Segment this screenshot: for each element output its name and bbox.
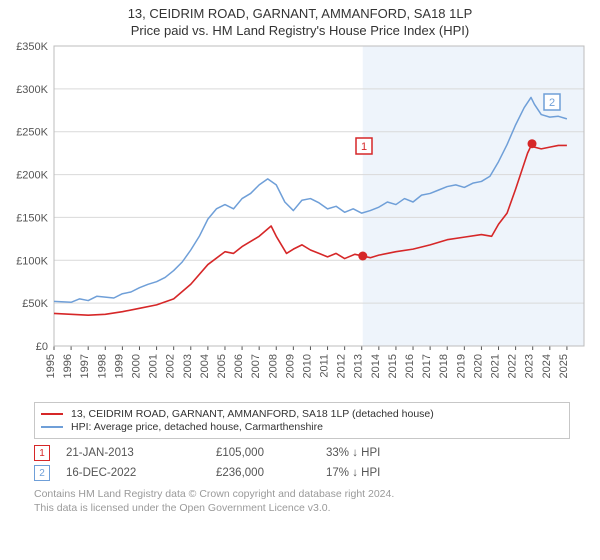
svg-text:2001: 2001 [148,354,160,378]
svg-text:2016: 2016 [404,354,416,378]
sale-marker: 2 [34,465,50,481]
svg-text:2014: 2014 [370,354,382,378]
svg-text:1995: 1995 [45,354,57,378]
svg-text:2: 2 [549,97,555,109]
svg-text:2006: 2006 [233,354,245,378]
legend-item: HPI: Average price, detached house, Carm… [41,421,563,433]
chart-area: £0 £50K £100K £150K £200K £250K £300K £350K 1995… [0,38,600,398]
svg-text:£0: £0 [36,341,48,353]
svg-text:2008: 2008 [267,354,279,378]
legend-swatch [41,426,63,428]
svg-text:2004: 2004 [199,354,211,378]
svg-text:£200K: £200K [16,170,48,182]
chart-titles: 13, CEIDRIM ROAD, GARNANT, AMMANFORD, SA… [0,0,600,38]
svg-text:2021: 2021 [490,354,502,378]
footer-attribution: Contains HM Land Registry data © Crown c… [34,487,570,515]
sale-date: 21-JAN-2013 [66,447,216,459]
title-sub: Price paid vs. HM Land Registry's House … [0,23,600,38]
svg-text:1999: 1999 [113,354,125,378]
svg-text:£250K: £250K [16,127,48,139]
footer-line: Contains HM Land Registry data © Crown c… [34,487,570,501]
sale-price: £236,000 [216,467,326,479]
svg-text:2017: 2017 [421,354,433,378]
svg-text:2007: 2007 [250,354,262,378]
title-address: 13, CEIDRIM ROAD, GARNANT, AMMANFORD, SA… [0,6,600,21]
svg-text:1998: 1998 [96,354,108,378]
svg-text:2011: 2011 [319,354,331,378]
svg-text:2005: 2005 [216,354,228,378]
svg-text:£50K: £50K [22,298,48,310]
footer-line: This data is licensed under the Open Gov… [34,501,570,515]
legend-item: 13, CEIDRIM ROAD, GARNANT, AMMANFORD, SA… [41,408,563,420]
sales-table: 1 21-JAN-2013 £105,000 33% ↓ HPI 2 16-DE… [34,445,570,481]
svg-text:2002: 2002 [165,354,177,378]
svg-text:1: 1 [361,141,367,153]
svg-text:1996: 1996 [62,354,74,378]
sales-row: 2 16-DEC-2022 £236,000 17% ↓ HPI [34,465,570,481]
sales-row: 1 21-JAN-2013 £105,000 33% ↓ HPI [34,445,570,461]
svg-text:2013: 2013 [353,354,365,378]
line-chart: £0 £50K £100K £150K £200K £250K £300K £350K 1995… [0,38,600,398]
svg-text:2012: 2012 [336,354,348,378]
legend-swatch [41,413,63,415]
svg-text:£100K: £100K [16,255,48,267]
svg-text:£350K: £350K [16,41,48,53]
sale-price: £105,000 [216,447,326,459]
sale-date: 16-DEC-2022 [66,467,216,479]
svg-text:2003: 2003 [182,354,194,378]
svg-text:£300K: £300K [16,84,48,96]
svg-text:2023: 2023 [524,354,536,378]
svg-text:2010: 2010 [301,354,313,378]
svg-text:2022: 2022 [507,354,519,378]
svg-text:2018: 2018 [438,354,450,378]
svg-text:2000: 2000 [130,354,142,378]
sale-marker: 1 [34,445,50,461]
svg-text:2009: 2009 [284,354,296,378]
legend: 13, CEIDRIM ROAD, GARNANT, AMMANFORD, SA… [34,402,570,439]
svg-text:2024: 2024 [541,354,553,378]
legend-label: 13, CEIDRIM ROAD, GARNANT, AMMANFORD, SA… [71,408,434,420]
svg-text:£150K: £150K [16,212,48,224]
sale-diff: 17% ↓ HPI [326,467,436,479]
sale-diff: 33% ↓ HPI [326,447,436,459]
legend-label: HPI: Average price, detached house, Carm… [71,421,323,433]
svg-text:2020: 2020 [472,354,484,378]
svg-text:1997: 1997 [79,354,91,378]
svg-text:2025: 2025 [558,354,570,378]
svg-text:2019: 2019 [455,354,467,378]
svg-text:2015: 2015 [387,354,399,378]
